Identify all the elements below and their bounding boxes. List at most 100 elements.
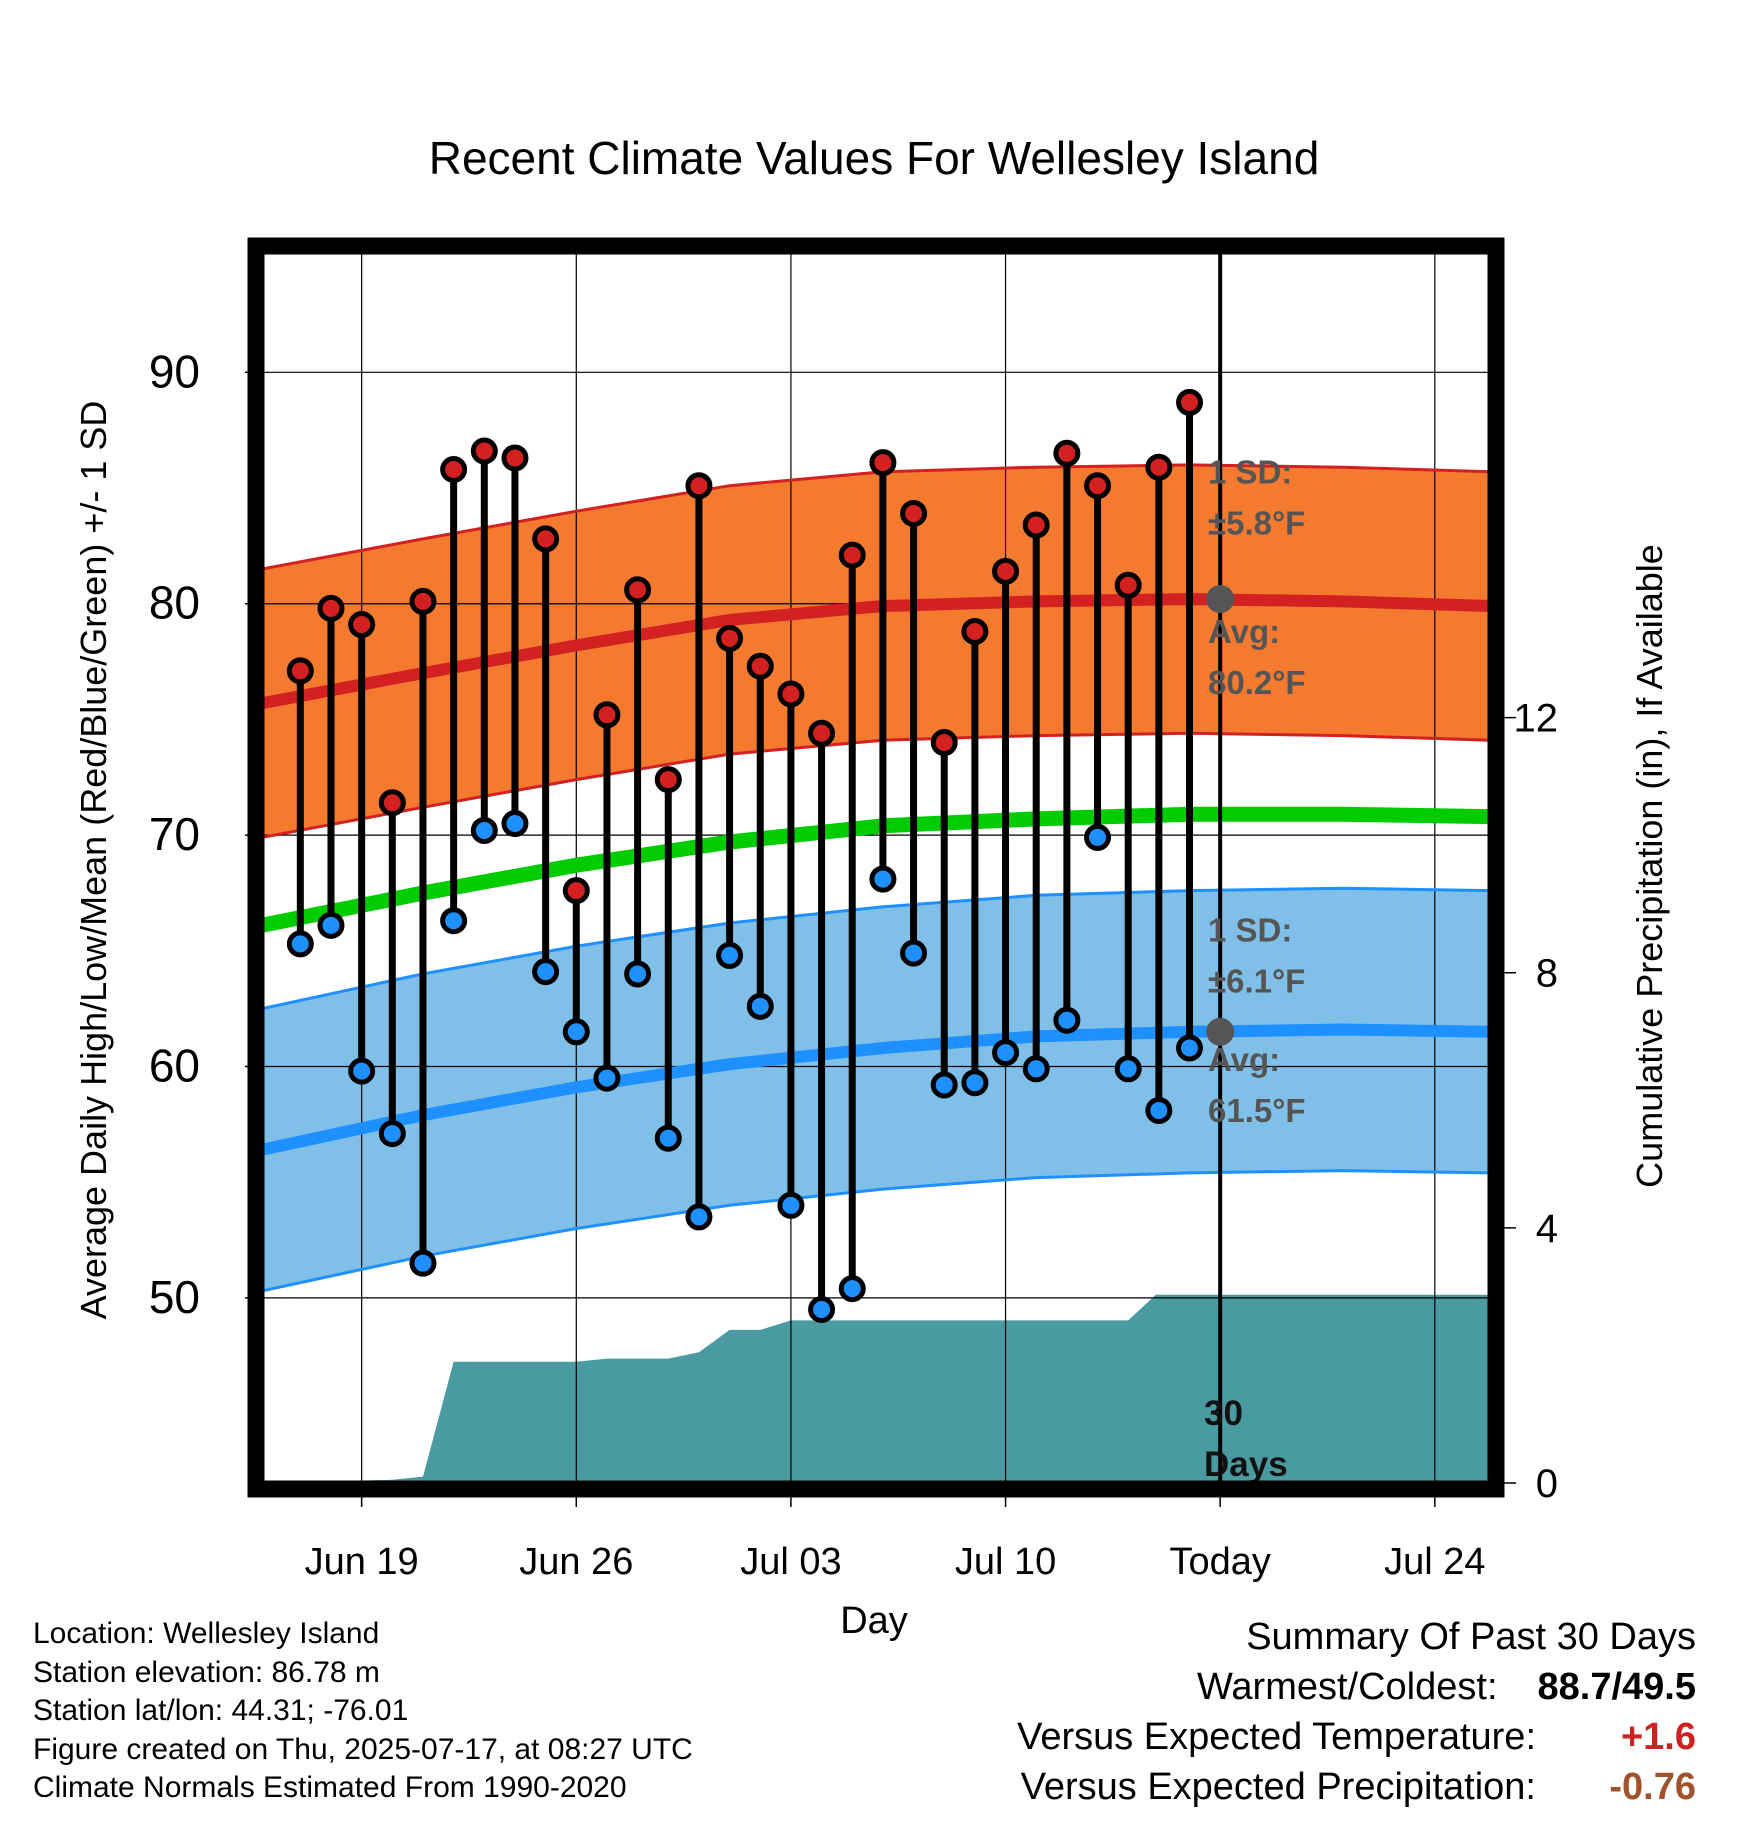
today-high-avg-marker	[1206, 585, 1235, 614]
plot-frame	[247, 237, 1505, 1498]
y-tick-label-80: 80	[149, 577, 200, 629]
daily-high-point-13	[654, 766, 682, 794]
y-tick-label-60: 60	[149, 1039, 200, 1091]
normals-text: Climate Normals Estimated From 1990-2020	[33, 1771, 627, 1804]
created-text: Figure created on Thu, 2025-07-17, at 08…	[33, 1732, 693, 1766]
daily-high-point-14	[685, 472, 713, 500]
daily-low-point-15	[716, 941, 744, 969]
daily-high-point-29	[1145, 453, 1173, 481]
daily-low-point-19	[838, 1275, 866, 1303]
y-tick-label-70: 70	[149, 808, 200, 860]
summary-warm-cold: Warmest/Coldest: 88.7/49.5	[1017, 1662, 1696, 1712]
elevation-text: Station elevation: 86.78 m	[33, 1655, 380, 1689]
daily-low-point-30	[1176, 1034, 1204, 1062]
daily-low-point-6	[440, 907, 468, 935]
warm-cold-label: Warmest/Coldest:	[1196, 1666, 1498, 1708]
y-tick-label-90: 90	[149, 345, 200, 397]
high-sd-band	[262, 464, 1490, 838]
x-tick-label-3: Jul 10	[955, 1541, 1056, 1583]
annotation-precip-period-number: 30	[1204, 1394, 1243, 1433]
chart-title: Recent Climate Values For Wellesley Isla…	[429, 132, 1320, 184]
daily-low-point-3	[348, 1057, 376, 1085]
x-tick-label-0: Jun 19	[305, 1541, 419, 1583]
latlon-text: Station lat/lon: 44.31; -76.01	[33, 1694, 409, 1727]
summary-temp: Versus Expected Temperature: +1.6	[1017, 1712, 1696, 1762]
daily-low-point-4	[378, 1120, 406, 1148]
daily-low-point-10	[562, 1018, 590, 1046]
daily-low-point-28	[1114, 1055, 1142, 1083]
daily-low-point-14	[685, 1203, 713, 1231]
today-low-avg-marker	[1206, 1017, 1235, 1046]
daily-high-point-7	[470, 437, 498, 465]
daily-high-point-18	[808, 719, 836, 747]
low-sd-lower-line	[262, 1169, 1490, 1293]
daily-high-point-4	[378, 789, 406, 817]
precip-label: Versus Expected Precipitation:	[1020, 1766, 1536, 1808]
daily-high-point-8	[501, 444, 529, 472]
daily-high-point-26	[1053, 439, 1081, 467]
y2-tick-label-8: 8	[1536, 952, 1558, 996]
daily-low-point-26	[1053, 1006, 1081, 1034]
daily-high-point-9	[532, 525, 560, 553]
annotation-low-sd-label: 1 SD:	[1208, 912, 1292, 949]
daily-low-point-16	[746, 992, 774, 1020]
x-tick-label-1: Jun 26	[519, 1541, 633, 1583]
daily-low-point-18	[808, 1295, 836, 1323]
daily-high-point-3	[348, 611, 376, 639]
plot-area: 1 SD: ±5.8°F Avg: 80.2°F 1 SD: ±6.1°F Avg: 61.5…	[149, 237, 1558, 1583]
summary-title: Summary Of Past 30 Days	[1246, 1616, 1696, 1658]
annotation-low-avg-value: 61.5°F	[1208, 1092, 1306, 1129]
daily-low-point-5	[409, 1249, 437, 1277]
x-tick-label-2: Jul 03	[740, 1541, 841, 1583]
daily-high-point-22	[930, 729, 958, 757]
annotation-high-sd-value: ±5.8°F	[1208, 504, 1305, 541]
annotation-low-avg-label: Avg:	[1208, 1041, 1280, 1078]
precip-area	[262, 1294, 1490, 1483]
daily-low-point-17	[777, 1191, 805, 1219]
x-tick-label-4: Today	[1169, 1541, 1270, 1583]
annotation-low-sd-value: ±6.1°F	[1208, 962, 1305, 999]
y2-tick-label-0: 0	[1536, 1462, 1558, 1506]
daily-low-point-12	[624, 960, 652, 988]
daily-low-point-29	[1145, 1096, 1173, 1124]
summary-precip: Versus Expected Precipitation: -0.76	[1017, 1762, 1696, 1812]
daily-low-point-24	[992, 1039, 1020, 1067]
y-tick-label-50: 50	[149, 1271, 200, 1323]
daily-high-point-28	[1114, 571, 1142, 599]
daily-high-point-5	[409, 587, 437, 615]
daily-high-point-12	[624, 576, 652, 604]
daily-high-point-6	[440, 456, 468, 484]
daily-low-point-20	[869, 865, 897, 893]
precip-value: -0.76	[1609, 1766, 1696, 1808]
daily-high-point-11	[593, 701, 621, 729]
y2-tick-label-4: 4	[1536, 1207, 1558, 1251]
x-tick-label-5: Jul 24	[1384, 1541, 1485, 1583]
daily-high-point-16	[746, 652, 774, 680]
daily-low-point-22	[930, 1071, 958, 1099]
daily-high-point-27	[1084, 472, 1112, 500]
daily-high-point-23	[961, 617, 989, 645]
daily-high-point-1	[286, 657, 314, 685]
daily-high-point-30	[1176, 388, 1204, 416]
daily-low-point-27	[1084, 823, 1112, 851]
location-text: Location: Wellesley Island	[33, 1617, 380, 1650]
daily-low-point-1	[286, 930, 314, 958]
daily-low-point-7	[470, 816, 498, 844]
station-info: Location: Wellesley Island Station eleva…	[33, 1615, 693, 1808]
daily-high-point-15	[716, 624, 744, 652]
annotation-high-avg-label: Avg:	[1208, 613, 1280, 650]
daily-high-point-25	[1022, 511, 1050, 539]
daily-high-point-2	[317, 594, 345, 622]
daily-low-point-9	[532, 958, 560, 986]
temp-label: Versus Expected Temperature:	[1017, 1716, 1536, 1758]
daily-low-point-21	[900, 939, 928, 967]
y-axis-label: Average Daily High/Low/Mean (Red/Blue/Gr…	[73, 401, 114, 1320]
daily-high-point-17	[777, 680, 805, 708]
annotation-precip-period-unit: Days	[1204, 1445, 1288, 1484]
temp-value: +1.6	[1620, 1716, 1696, 1758]
daily-high-point-24	[992, 557, 1020, 585]
annotation-high-avg-value: 80.2°F	[1208, 664, 1306, 701]
warm-cold-value: 88.7/49.5	[1537, 1666, 1696, 1708]
daily-low-point-8	[501, 810, 529, 838]
